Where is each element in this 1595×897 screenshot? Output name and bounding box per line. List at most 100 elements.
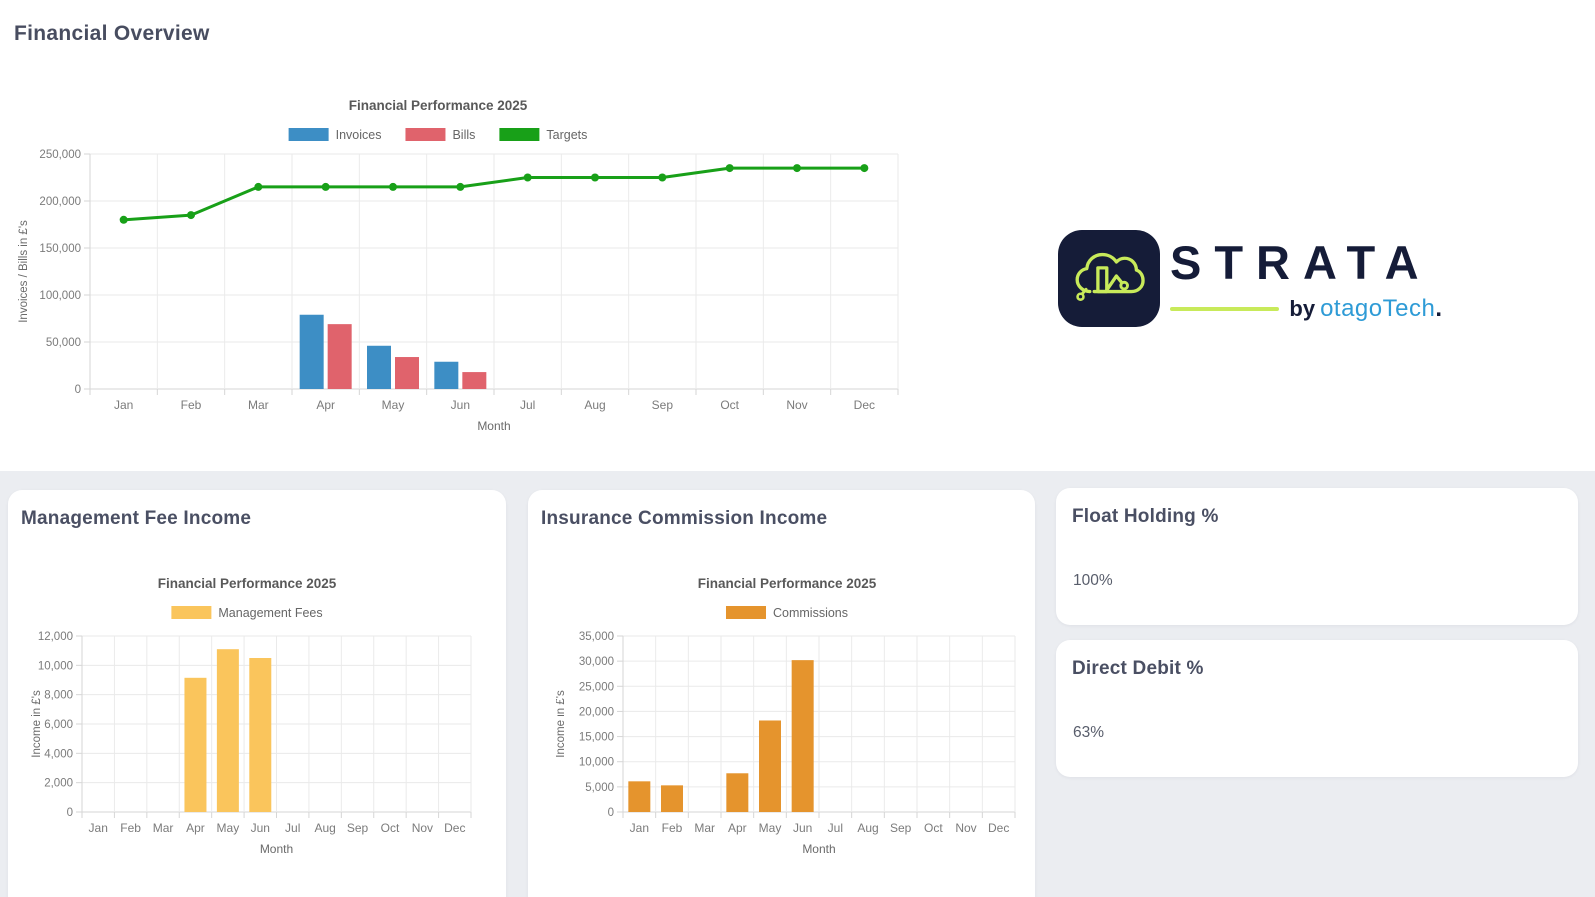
- svg-text:2,000: 2,000: [44, 778, 73, 790]
- svg-text:Mar: Mar: [694, 821, 715, 835]
- financial-performance-chart: 0 50,000 100,000 150,000 200,000 250,000 Jan Fe…: [8, 88, 908, 455]
- svg-text:Income in £'s: Income in £'s: [556, 690, 567, 758]
- svg-text:Apr: Apr: [316, 398, 335, 412]
- logo-underline: [1170, 307, 1280, 311]
- svg-text:Mar: Mar: [153, 821, 174, 835]
- float-holding-card: Float Holding % 100%: [1056, 488, 1578, 625]
- svg-text:Jun: Jun: [251, 821, 270, 835]
- kpi-section: Management Fee Income 0 2,000 4,000 6,000 8,…: [0, 471, 1595, 897]
- bars-commissions: [628, 660, 814, 812]
- direct-debit-title: Direct Debit %: [1072, 658, 1204, 679]
- svg-text:Aug: Aug: [857, 821, 878, 835]
- svg-text:Sep: Sep: [652, 398, 674, 412]
- svg-text:Financial Performance 2025: Financial Performance 2025: [698, 576, 877, 591]
- svg-text:Feb: Feb: [181, 398, 202, 412]
- logo-brand-text: STRATA: [1170, 236, 1432, 289]
- logo-byline-brand: otagoTech: [1320, 295, 1436, 322]
- management-fees-chart: 0 2,000 4,000 6,000 8,000 10,000 12,000 Jan Feb M…: [30, 570, 500, 875]
- svg-text:20,000: 20,000: [579, 706, 614, 718]
- svg-text:Oct: Oct: [924, 821, 943, 835]
- svg-text:Nov: Nov: [412, 821, 433, 835]
- logo-byline-prefix: by: [1289, 296, 1316, 321]
- svg-text:Income in £'s: Income in £'s: [31, 690, 43, 758]
- svg-text:May: May: [382, 398, 405, 412]
- insurance-commission-income-title: Insurance Commission Income: [541, 508, 828, 529]
- direct-debit-card: Direct Debit % 63%: [1056, 640, 1578, 777]
- chart-legend[interactable]: Invoices Bills Targets: [288, 128, 588, 142]
- svg-text:5,000: 5,000: [585, 782, 614, 794]
- svg-text:Jan: Jan: [630, 821, 649, 835]
- svg-text:Mar: Mar: [248, 398, 269, 412]
- svg-text:200,000: 200,000: [39, 196, 81, 208]
- svg-text:12,000: 12,000: [38, 631, 73, 643]
- svg-text:Commissions: Commissions: [773, 606, 848, 620]
- svg-text:Nov: Nov: [786, 398, 807, 412]
- logo-tile: [1058, 230, 1160, 327]
- bars-management-fees: [184, 649, 272, 812]
- svg-text:8,000: 8,000: [44, 690, 73, 702]
- svg-text:6,000: 6,000: [44, 719, 73, 731]
- svg-text:0: 0: [75, 384, 81, 396]
- svg-text:10,000: 10,000: [579, 757, 614, 769]
- svg-text:Sep: Sep: [347, 821, 369, 835]
- svg-text:250,000: 250,000: [39, 149, 81, 161]
- float-holding-title: Float Holding %: [1072, 506, 1219, 527]
- svg-text:Jul: Jul: [828, 821, 843, 835]
- svg-text:Invoices / Bills in £'s: Invoices / Bills in £'s: [18, 220, 30, 323]
- insurance-commission-income-card: Insurance Commission Income 0 5,000 10,000…: [528, 490, 1035, 897]
- management-fee-income-title: Management Fee Income: [21, 508, 252, 529]
- svg-text:Apr: Apr: [186, 821, 205, 835]
- svg-text:Oct: Oct: [720, 398, 739, 412]
- svg-text:Invoices: Invoices: [336, 128, 382, 142]
- direct-debit-value: 63%: [1073, 724, 1105, 741]
- chart-legend[interactable]: Commissions: [725, 606, 848, 620]
- chart-legend[interactable]: Management Fees: [171, 606, 323, 620]
- svg-text:Jul: Jul: [285, 821, 300, 835]
- svg-text:Financial Performance 2025: Financial Performance 2025: [158, 576, 337, 591]
- logo-byline-suffix: .: [1435, 295, 1442, 322]
- x-axis-labels: Jan Feb Mar Apr May Jun Jul Aug Sep Oct Nov Dec Mont…: [630, 821, 1010, 856]
- svg-text:Bills: Bills: [452, 128, 475, 142]
- bars-bills: [327, 324, 487, 389]
- management-fee-income-card: Management Fee Income 0 2,000 4,000 6,000 8,…: [8, 490, 506, 897]
- svg-text:Month: Month: [477, 419, 510, 433]
- svg-text:Management Fees: Management Fees: [218, 606, 322, 620]
- svg-text:50,000: 50,000: [46, 337, 81, 349]
- svg-text:Nov: Nov: [955, 821, 976, 835]
- svg-text:Dec: Dec: [444, 821, 465, 835]
- strata-logo: STRATA by otagoTech .: [1058, 230, 1442, 327]
- svg-text:Jan: Jan: [89, 821, 108, 835]
- svg-text:100,000: 100,000: [39, 290, 81, 302]
- line-targets: [119, 164, 869, 224]
- svg-text:Financial Performance 2025: Financial Performance 2025: [349, 98, 528, 113]
- svg-text:Sep: Sep: [890, 821, 912, 835]
- svg-text:Oct: Oct: [381, 821, 400, 835]
- svg-text:Month: Month: [802, 842, 835, 856]
- svg-text:May: May: [217, 821, 240, 835]
- x-axis-labels: Jan Feb Mar Apr May Jun Jul Aug Sep Oct Nov Dec Mont…: [114, 398, 875, 433]
- logo-byline: by otagoTech .: [1170, 297, 1442, 321]
- svg-text:Feb: Feb: [120, 821, 141, 835]
- cloud-bar-chart-icon: [1072, 242, 1146, 315]
- svg-text:Feb: Feb: [662, 821, 683, 835]
- chart-grid: 0 5,000 10,000 15,000 20,000 25,000 30,000 35,0…: [579, 631, 1016, 819]
- svg-text:Targets: Targets: [546, 128, 587, 142]
- svg-text:4,000: 4,000: [44, 748, 73, 760]
- svg-text:15,000: 15,000: [579, 732, 614, 744]
- svg-text:Aug: Aug: [584, 398, 605, 412]
- svg-text:May: May: [759, 821, 782, 835]
- svg-text:Jun: Jun: [451, 398, 470, 412]
- commissions-chart: 0 5,000 10,000 15,000 20,000 25,000 30,000 35,0…: [555, 570, 1026, 875]
- svg-text:Aug: Aug: [314, 821, 335, 835]
- svg-text:30,000: 30,000: [579, 656, 614, 668]
- logo-text-block: STRATA by otagoTech .: [1170, 230, 1442, 327]
- svg-text:Month: Month: [260, 842, 293, 856]
- svg-text:10,000: 10,000: [38, 660, 73, 672]
- svg-text:Jul: Jul: [520, 398, 535, 412]
- svg-text:Jan: Jan: [114, 398, 133, 412]
- svg-text:Dec: Dec: [988, 821, 1009, 835]
- svg-text:0: 0: [67, 807, 73, 819]
- chart-grid: 0 2,000 4,000 6,000 8,000 10,000 12,000: [38, 631, 472, 819]
- svg-text:35,000: 35,000: [579, 631, 614, 643]
